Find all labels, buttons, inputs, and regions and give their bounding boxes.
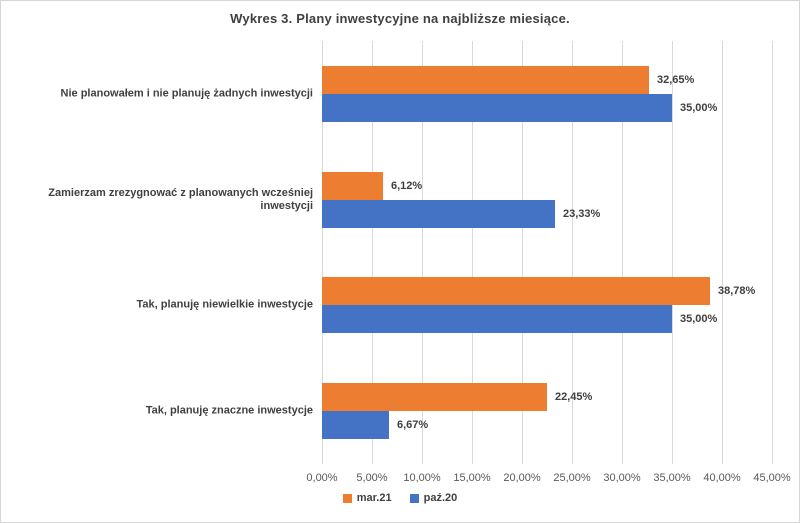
x-axis-tick-label: 45,00% — [753, 472, 791, 484]
bar-paź.20 — [322, 411, 389, 440]
legend-label: paź.20 — [423, 492, 458, 504]
bar-value-label: 35,00% — [680, 313, 718, 326]
bar-mar.21 — [322, 65, 649, 94]
legend-item-paź.20: paź.20 — [409, 492, 458, 504]
category-label: Tak, planuję znaczne inwestycje — [145, 404, 313, 417]
bar-mar.21 — [322, 383, 547, 412]
legend-label: mar.21 — [356, 492, 392, 504]
bar-paź.20 — [322, 305, 672, 334]
x-axis-tick-label: 35,00% — [653, 472, 691, 484]
gridline — [422, 41, 423, 464]
legend-swatch-icon — [342, 493, 352, 503]
gridline — [622, 41, 623, 464]
bar-paź.20 — [322, 93, 672, 122]
bar-value-label: 32,65% — [657, 73, 695, 86]
legend: mar.21 paź.20 — [1, 492, 799, 504]
chart-title: Wykres 3. Plany inwestycyjne na najbliżs… — [230, 11, 570, 26]
bar-mar.21 — [322, 171, 383, 200]
gridline — [672, 41, 673, 464]
gridline — [772, 41, 773, 464]
x-axis-tick-label: 40,00% — [703, 472, 741, 484]
bar-value-label: 22,45% — [555, 391, 593, 404]
x-axis-tick-label: 5,00% — [356, 472, 388, 484]
x-axis-tick-label: 10,00% — [403, 472, 441, 484]
legend-swatch-icon — [409, 493, 419, 503]
bar-paź.20 — [322, 199, 555, 228]
bar-value-label: 6,12% — [391, 179, 423, 192]
bar-value-label: 38,78% — [718, 285, 756, 298]
bar-mar.21 — [322, 277, 710, 306]
x-axis-tick-label: 25,00% — [553, 472, 591, 484]
bar-value-label: 35,00% — [680, 101, 718, 114]
x-axis-tick-label: 30,00% — [603, 472, 641, 484]
x-axis-tick-label: 0,00% — [306, 472, 338, 484]
gridline — [472, 41, 473, 464]
bar-value-label: 23,33% — [563, 207, 601, 220]
legend-item-mar.21: mar.21 — [342, 492, 392, 504]
gridline — [522, 41, 523, 464]
gridline — [372, 41, 373, 464]
category-label: Tak, planuję niewielkie inwestycje — [136, 298, 313, 311]
gridline — [322, 41, 323, 464]
gridline — [572, 41, 573, 464]
category-label: Zamierzam zrezygnować z planowanych wcze… — [48, 186, 313, 212]
bar-value-label: 6,67% — [397, 419, 429, 432]
category-label: Nie planowałem i nie planuję żadnych inw… — [60, 87, 313, 100]
x-axis-tick-label: 20,00% — [503, 472, 541, 484]
x-axis-tick-label: 15,00% — [453, 472, 491, 484]
gridline — [722, 41, 723, 464]
